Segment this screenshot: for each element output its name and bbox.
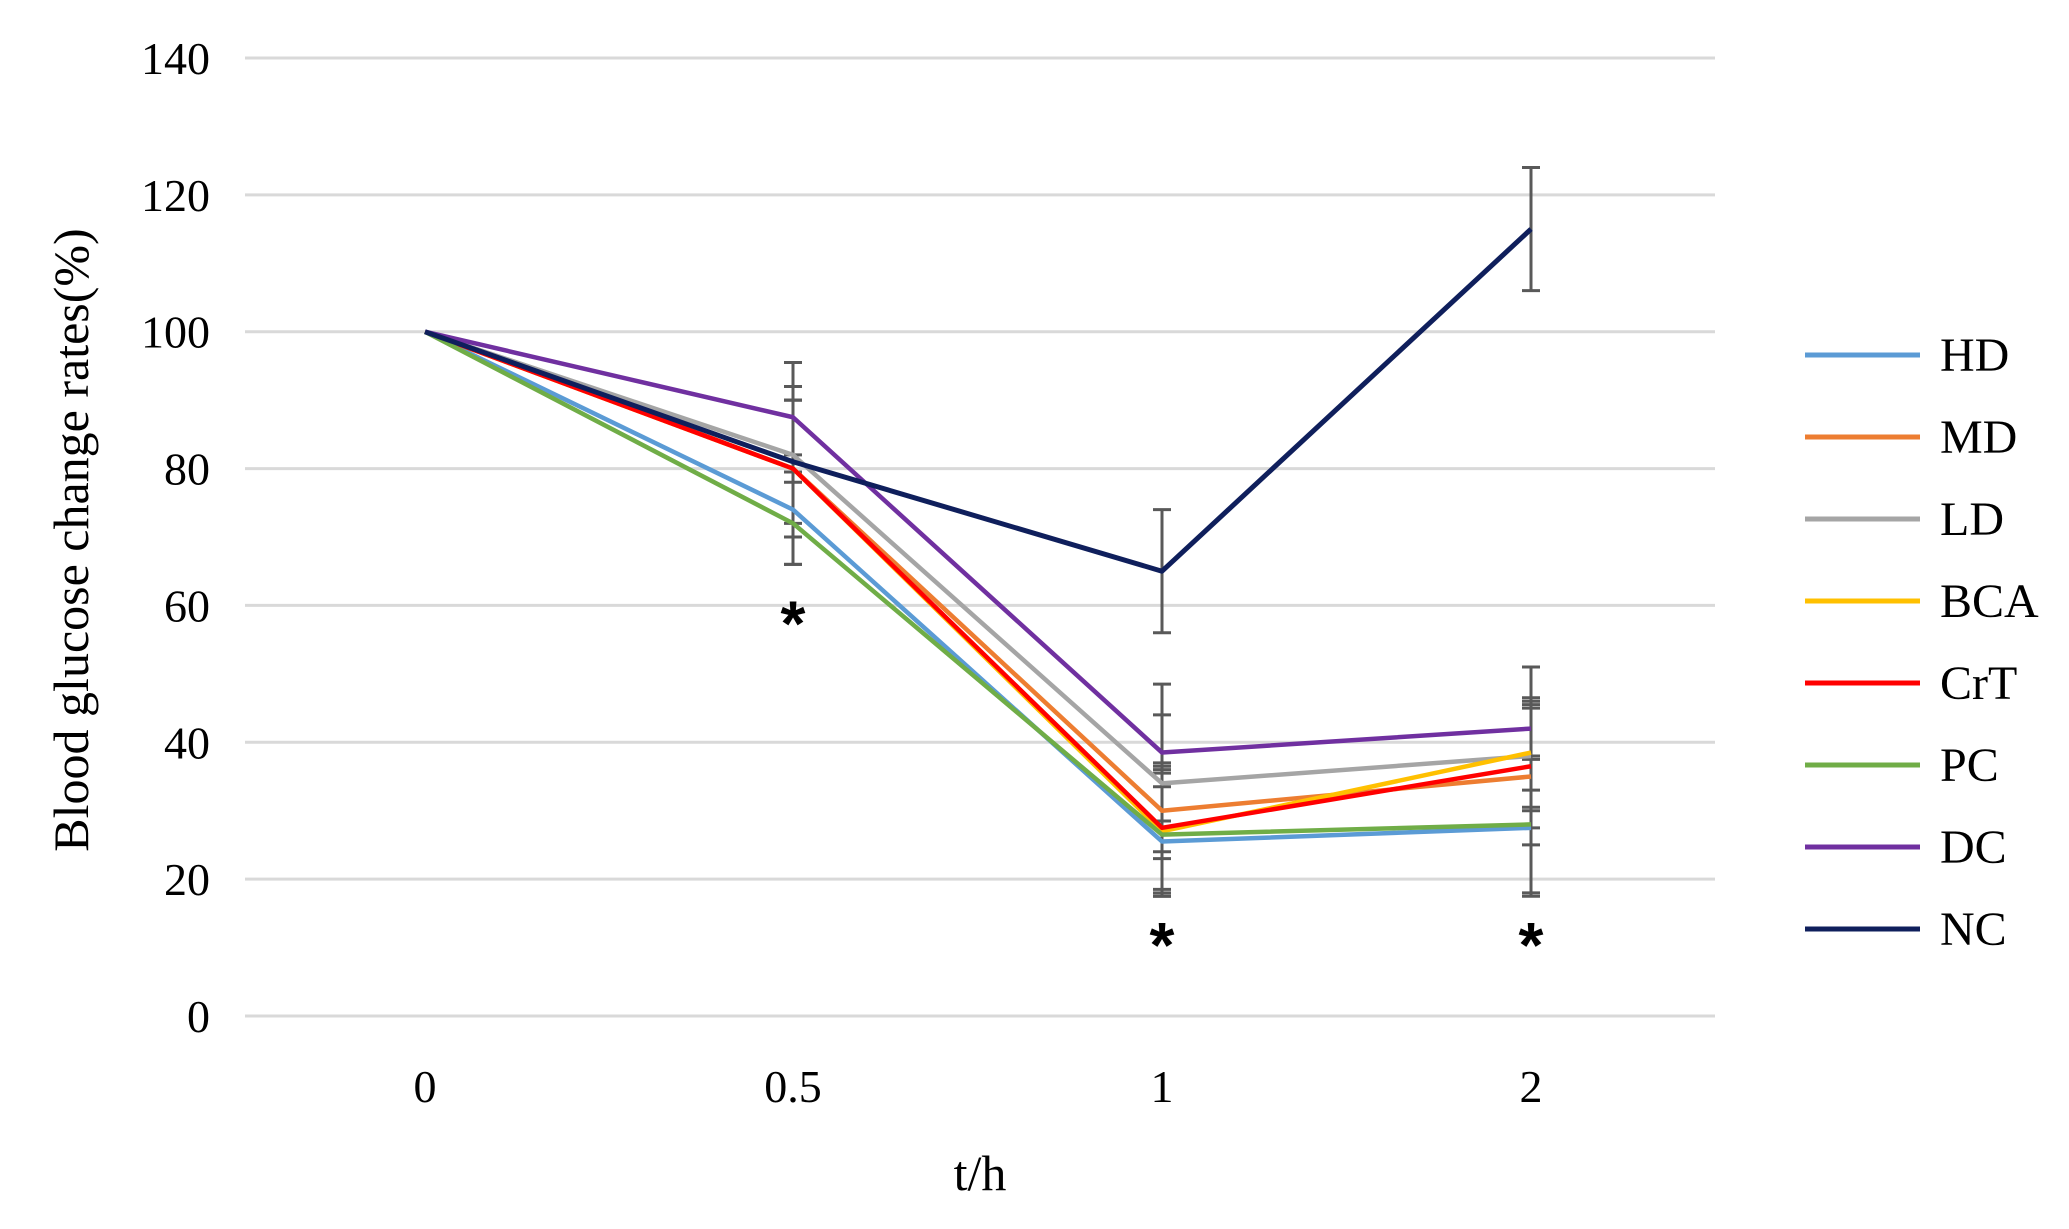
y-tick-label: 120 — [141, 170, 210, 221]
legend-label: PC — [1940, 739, 1999, 792]
legend-label: NC — [1940, 903, 2007, 956]
legend-item-md: MD — [1805, 411, 2017, 464]
x-tick-label: 0 — [414, 1061, 437, 1112]
gridlines — [245, 56, 1715, 1018]
significance-asterisk: * — [1519, 909, 1544, 981]
x-tick-label: 1 — [1151, 1061, 1174, 1112]
y-tick-label: 140 — [141, 33, 210, 84]
series-lines — [423, 227, 1533, 844]
x-tick-label: 2 — [1520, 1061, 1543, 1112]
legend-label: DC — [1940, 821, 2007, 874]
series-line-pc — [423, 329, 1532, 837]
legend-item-hd: HD — [1805, 329, 2009, 382]
significance-asterisk: * — [1150, 909, 1175, 981]
series-line-ld — [424, 329, 1532, 786]
x-tick-label: 0.5 — [764, 1061, 822, 1112]
y-tick-label: 80 — [164, 444, 210, 495]
legend-label: LD — [1940, 493, 2004, 546]
y-axis-title: Blood glucose change rates(%) — [43, 228, 99, 851]
x-axis-title: t/h — [954, 1145, 1007, 1201]
y-tick-label: 20 — [164, 854, 210, 905]
significance-asterisk: * — [781, 587, 806, 659]
legend-item-ld: LD — [1805, 493, 2004, 546]
series-line-nc — [424, 227, 1533, 574]
x-axis-ticks: 0 0.5 1 2 — [414, 1061, 1543, 1112]
legend-item-nc: NC — [1805, 903, 2007, 956]
legend-item-bca: BCA — [1805, 575, 2039, 628]
legend-item-pc: PC — [1805, 739, 1999, 792]
y-tick-label: 60 — [164, 580, 210, 631]
legend-label: HD — [1940, 329, 2009, 382]
y-axis-ticks: 0 20 40 60 80 100 120 140 — [141, 33, 210, 1042]
legend: HD MD LD BCA CrT PC DC NC — [1805, 329, 2039, 956]
legend-label: MD — [1940, 411, 2017, 464]
legend-item-crt: CrT — [1805, 657, 2017, 710]
legend-item-dc: DC — [1805, 821, 2007, 874]
series-line-bca — [424, 329, 1532, 834]
series-line-crt — [424, 329, 1532, 831]
series-line-hd — [424, 329, 1532, 844]
y-tick-label: 100 — [141, 307, 210, 358]
significance-annotations: * * * — [781, 587, 1544, 981]
y-tick-label: 40 — [164, 717, 210, 768]
y-tick-label: 0 — [187, 991, 210, 1042]
legend-label: CrT — [1940, 657, 2017, 710]
series-line-dc — [424, 329, 1532, 755]
legend-label: BCA — [1940, 575, 2039, 628]
